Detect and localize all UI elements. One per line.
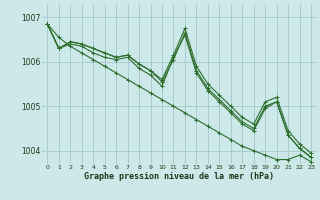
X-axis label: Graphe pression niveau de la mer (hPa): Graphe pression niveau de la mer (hPa) [84, 172, 274, 181]
